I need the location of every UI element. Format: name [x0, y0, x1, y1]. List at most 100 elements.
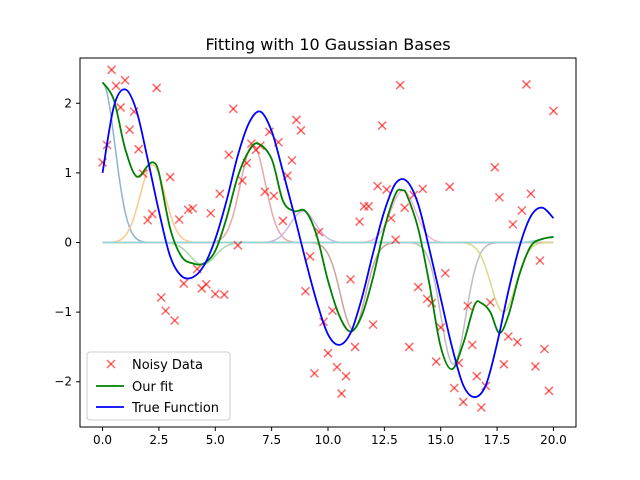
data-point [526, 189, 536, 199]
data-point [206, 208, 216, 218]
data-point [161, 306, 171, 316]
data-point [463, 301, 473, 311]
data-point [485, 297, 495, 307]
legend-label-true-function: True Function [131, 401, 219, 416]
data-point [517, 205, 527, 216]
data-point [373, 181, 383, 191]
data-point [111, 81, 121, 91]
data-point [467, 340, 477, 350]
data-point [539, 344, 549, 354]
data-point [201, 279, 211, 289]
data-point [418, 184, 428, 194]
data-point [346, 274, 356, 284]
y-tick-label: 1 [64, 166, 72, 180]
data-point [377, 121, 387, 131]
legend-label-our-fit: Our fit [132, 380, 173, 395]
x-tick-label: 12.5 [371, 433, 398, 447]
data-point [413, 282, 423, 292]
data-point [219, 290, 229, 300]
y-axis: −2 −1 0 1 2 [54, 96, 80, 389]
chart-title: Fitting with 10 Gaussian Bases [205, 35, 450, 54]
x-axis: 0.0 2.5 5.0 7.5 10.0 12.5 15.0 17.5 20.0 [93, 427, 567, 447]
x-tick-label: 5.0 [206, 433, 225, 447]
x-tick-label: 15.0 [427, 433, 454, 447]
y-tick-label: −2 [54, 375, 72, 389]
x-tick-label: 7.5 [262, 433, 281, 447]
data-point [355, 217, 365, 227]
basis-functions [101, 81, 554, 365]
basis-curve-10 [102, 236, 554, 244]
data-point [134, 144, 144, 154]
data-point [440, 268, 450, 278]
data-point [233, 240, 243, 250]
data-point [368, 320, 378, 330]
noisy-data-points [98, 65, 558, 413]
data-point [116, 102, 126, 112]
data-point [445, 182, 455, 192]
data-point [237, 176, 247, 186]
data-point [548, 106, 558, 116]
data-point [327, 306, 338, 316]
data-point [508, 219, 518, 229]
data-point [309, 368, 320, 378]
data-point [332, 362, 342, 372]
data-point [499, 359, 509, 369]
our-fit-line [101, 81, 554, 371]
data-point [490, 162, 500, 172]
data-point [395, 80, 405, 90]
data-point [260, 187, 270, 197]
data-point [143, 215, 153, 225]
data-point [228, 104, 238, 114]
legend: Noisy Data Our fit True Function [86, 351, 231, 421]
data-point [494, 192, 504, 202]
data-point [174, 214, 184, 225]
data-point [156, 292, 166, 303]
data-point [107, 65, 117, 75]
data-point [323, 348, 333, 358]
data-point [215, 189, 225, 199]
data-point [246, 139, 256, 149]
data-point [427, 298, 437, 308]
fit-lines [101, 81, 555, 398]
data-point [404, 342, 414, 352]
data-point [521, 79, 531, 89]
data-point [535, 256, 545, 266]
legend-box [86, 351, 231, 421]
y-tick-label: 2 [64, 96, 72, 110]
data-point [431, 357, 441, 367]
data-point [391, 235, 401, 245]
x-tick-label: 10.0 [315, 433, 342, 447]
data-point [179, 279, 189, 289]
true-function-line [101, 88, 555, 398]
data-point [512, 337, 522, 347]
x-tick-label: 20.0 [540, 433, 567, 447]
data-point [530, 361, 540, 371]
data-point [188, 203, 198, 213]
data-point [269, 191, 279, 201]
data-point [336, 389, 347, 399]
y-tick-label: −1 [54, 305, 72, 319]
x-tick-label: 0.0 [93, 433, 112, 447]
data-point [458, 397, 468, 407]
legend-marker-noisy-data [106, 359, 116, 369]
data-point [278, 216, 288, 226]
data-point [287, 155, 297, 165]
data-point [341, 371, 351, 381]
data-point [300, 286, 310, 296]
data-point [170, 315, 180, 326]
data-point [224, 150, 234, 160]
y-tick-label: 0 [64, 236, 72, 250]
legend-label-noisy-data: Noisy Data [132, 358, 203, 373]
data-point [503, 331, 513, 342]
data-point [210, 289, 220, 299]
data-point [152, 83, 162, 93]
data-point [364, 201, 374, 211]
data-point [449, 383, 459, 393]
data-point [147, 209, 157, 219]
x-tick-label: 17.5 [484, 433, 511, 447]
data-point [544, 386, 554, 396]
data-point [291, 115, 301, 125]
data-point [382, 185, 392, 195]
data-point [400, 203, 410, 213]
